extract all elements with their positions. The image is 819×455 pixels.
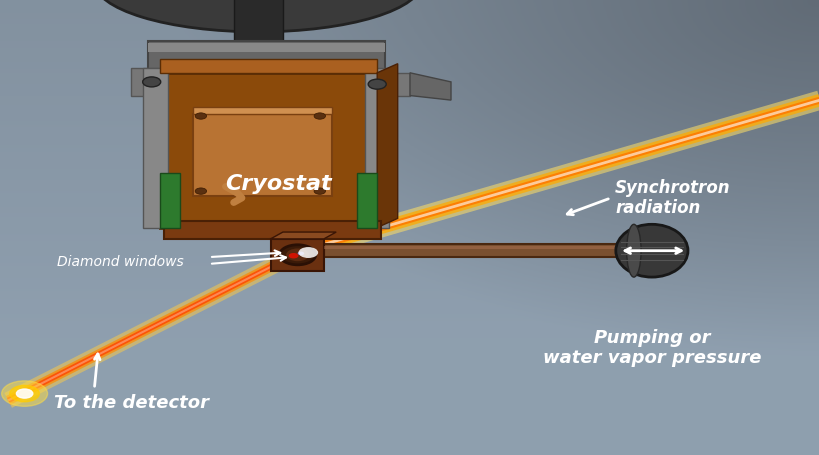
- Polygon shape: [410, 73, 450, 100]
- Circle shape: [297, 252, 304, 255]
- Bar: [164, 221, 381, 239]
- Text: Synchrotron
radiation: Synchrotron radiation: [614, 178, 730, 217]
- Polygon shape: [377, 64, 397, 228]
- Bar: [356, 173, 377, 228]
- Bar: [160, 73, 377, 228]
- Circle shape: [279, 245, 315, 265]
- Circle shape: [143, 77, 161, 87]
- Circle shape: [2, 381, 48, 406]
- Circle shape: [195, 113, 206, 119]
- Bar: [364, 68, 389, 228]
- Bar: [160, 173, 180, 228]
- Polygon shape: [270, 232, 336, 239]
- Bar: [324, 246, 635, 249]
- Ellipse shape: [94, 0, 422, 32]
- Text: Diamond windows: Diamond windows: [57, 255, 184, 268]
- Circle shape: [288, 253, 298, 258]
- Bar: [192, 114, 332, 196]
- Circle shape: [368, 79, 386, 89]
- Bar: [147, 43, 385, 52]
- Bar: [147, 41, 385, 73]
- Bar: [270, 239, 324, 271]
- Bar: [143, 68, 168, 228]
- Circle shape: [10, 385, 39, 402]
- Ellipse shape: [626, 224, 640, 277]
- Circle shape: [16, 389, 33, 398]
- Circle shape: [286, 248, 309, 261]
- Polygon shape: [160, 59, 377, 73]
- Polygon shape: [356, 73, 410, 96]
- Circle shape: [195, 188, 206, 194]
- Circle shape: [314, 188, 325, 194]
- Text: Pumping or
water vapor pressure: Pumping or water vapor pressure: [542, 329, 760, 368]
- Bar: [324, 244, 635, 257]
- Circle shape: [314, 113, 325, 119]
- Bar: [131, 68, 176, 96]
- Text: To the detector: To the detector: [53, 394, 209, 412]
- Circle shape: [298, 247, 318, 258]
- Bar: [233, 0, 283, 55]
- Bar: [192, 107, 332, 114]
- Ellipse shape: [615, 224, 687, 277]
- Text: Cryostat: Cryostat: [225, 174, 332, 194]
